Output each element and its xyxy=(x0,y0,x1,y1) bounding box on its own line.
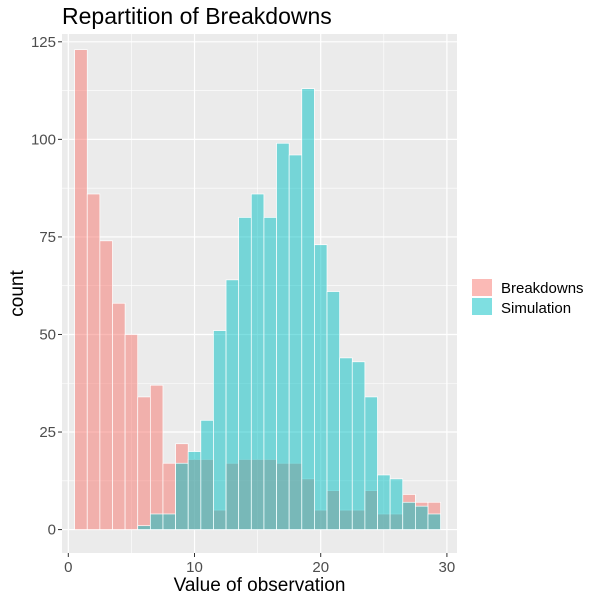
bar-simulation xyxy=(187,451,202,530)
bar-simulation xyxy=(314,244,328,530)
legend-label-simulation: Simulation xyxy=(501,300,571,317)
bar-simulation xyxy=(377,474,391,530)
y-tick-label: 0 xyxy=(48,522,56,539)
bar-simulation xyxy=(175,462,189,530)
y-tick-label: 25 xyxy=(39,424,56,441)
bar-simulation xyxy=(288,154,303,530)
bar-breakdowns xyxy=(99,240,113,530)
bar-simulation xyxy=(415,505,429,530)
bar-simulation xyxy=(351,361,366,530)
bar-simulation xyxy=(364,396,378,530)
x-tick-label: 10 xyxy=(186,559,203,576)
y-axis-ticks: 0 25 50 75 100 125 xyxy=(31,34,62,539)
legend: Breakdowns Simulation xyxy=(472,279,584,317)
bar-simulation xyxy=(263,217,277,530)
bar-simulation xyxy=(301,88,315,530)
bar-breakdowns xyxy=(74,49,88,530)
bar-simulation xyxy=(427,513,441,530)
bar-breakdowns xyxy=(149,384,164,530)
y-axis-title: count xyxy=(7,270,28,317)
legend-label-breakdowns: Breakdowns xyxy=(501,280,584,297)
bar-breakdowns xyxy=(137,396,151,530)
chart-title: Repartition of Breakdowns xyxy=(62,3,332,29)
bars xyxy=(74,49,441,530)
bar-simulation xyxy=(276,142,290,530)
bar-simulation xyxy=(213,330,227,530)
bar-simulation xyxy=(339,357,353,530)
bar-simulation xyxy=(402,501,416,530)
bar-simulation xyxy=(225,279,240,530)
bar-simulation xyxy=(238,217,252,530)
y-tick-label: 100 xyxy=(31,131,56,148)
x-tick-label: 0 xyxy=(64,559,72,576)
bar-simulation xyxy=(326,291,340,530)
bar-breakdowns xyxy=(86,193,101,530)
x-axis-title: Value of observation xyxy=(174,575,346,596)
y-tick-label: 75 xyxy=(39,229,56,246)
bar-breakdowns xyxy=(124,334,139,530)
bar-simulation xyxy=(389,478,404,530)
legend-key-simulation xyxy=(472,298,492,315)
bar-simulation xyxy=(137,525,151,530)
x-tick-label: 20 xyxy=(312,559,329,576)
bar-simulation xyxy=(200,419,214,530)
x-axis-ticks: 0 10 20 30 xyxy=(64,553,455,576)
y-tick-label: 125 xyxy=(31,34,56,51)
bar-breakdowns xyxy=(112,302,126,530)
bar-simulation xyxy=(162,513,176,530)
bar-simulation xyxy=(250,193,265,530)
legend-key-breakdowns xyxy=(472,279,492,296)
bar-simulation xyxy=(149,513,164,530)
x-tick-label: 30 xyxy=(439,559,456,576)
y-tick-label: 50 xyxy=(39,326,56,343)
